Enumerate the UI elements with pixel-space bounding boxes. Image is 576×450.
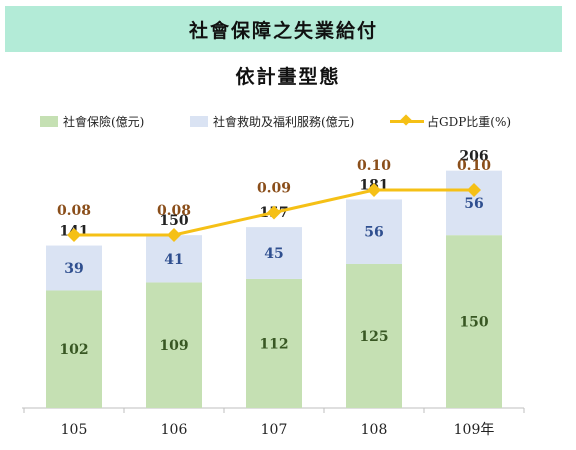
- gdp-value-label: 0.08: [157, 203, 191, 219]
- gdp-value-label: 0.08: [57, 203, 91, 219]
- gdp-marker: [67, 228, 81, 242]
- data-label-insurance: 102: [59, 342, 88, 358]
- legend-label-rescue: 社會救助及福利服務(億元): [213, 114, 355, 129]
- bar-insurance: [446, 235, 502, 408]
- bar-rescue: [46, 245, 102, 291]
- gdp-marker: [467, 183, 481, 197]
- data-label-insurance: 125: [359, 329, 388, 345]
- data-label-insurance: 109: [159, 338, 188, 354]
- bar-rescue: [346, 199, 402, 264]
- x-tick-label: 107: [261, 422, 288, 438]
- data-label-rescue: 56: [464, 196, 483, 212]
- legend-label-insurance: 社會保險(億元): [63, 114, 145, 129]
- gdp-value-label: 0.10: [457, 158, 491, 174]
- x-tick-label: 108: [361, 422, 388, 438]
- data-label-total: 206: [459, 149, 488, 165]
- bar-rescue: [246, 227, 302, 279]
- gdp-marker: [367, 183, 381, 197]
- gdp-value-label: 0.09: [257, 181, 291, 197]
- x-tick-label: 109年: [454, 422, 495, 438]
- gdp-marker: [167, 228, 181, 242]
- x-tick-label: 106: [161, 422, 188, 438]
- legend-swatch-rescue: [190, 115, 208, 127]
- legend-item-rescue: 社會救助及福利服務(億元): [190, 112, 354, 130]
- data-label-rescue: 45: [264, 246, 283, 262]
- legend-item-gdp: 占GDP比重(%): [390, 112, 511, 130]
- data-label-rescue: 39: [64, 261, 83, 277]
- data-label-rescue: 41: [164, 252, 183, 268]
- data-label-insurance: 150: [459, 315, 488, 331]
- gdp-value-label: 0.10: [357, 158, 391, 174]
- legend: 社會保險(億元) 社會救助及福利服務(億元) 占GDP比重(%): [0, 112, 576, 130]
- gdp-marker: [267, 205, 281, 220]
- legend-line-marker-icon: [390, 114, 424, 127]
- data-label-rescue: 56: [364, 225, 383, 241]
- chart-title: 依計畫型態: [235, 66, 341, 88]
- bar-rescue: [446, 170, 502, 236]
- data-label-insurance: 112: [259, 336, 288, 352]
- bar-insurance: [146, 282, 202, 408]
- banner-title: 社會保障之失業給付: [188, 19, 378, 42]
- data-label-total: 150: [159, 213, 188, 229]
- bar-rescue: [146, 235, 202, 283]
- bar-insurance: [246, 278, 302, 408]
- title-banner: 社會保障之失業給付: [5, 6, 562, 52]
- x-tick-label: 105: [61, 422, 88, 438]
- legend-label-gdp: 占GDP比重(%): [427, 114, 512, 129]
- bar-insurance: [46, 290, 102, 408]
- legend-swatch-insurance: [40, 115, 58, 127]
- bar-insurance: [346, 263, 402, 408]
- legend-item-insurance: 社會保險(億元): [40, 112, 144, 130]
